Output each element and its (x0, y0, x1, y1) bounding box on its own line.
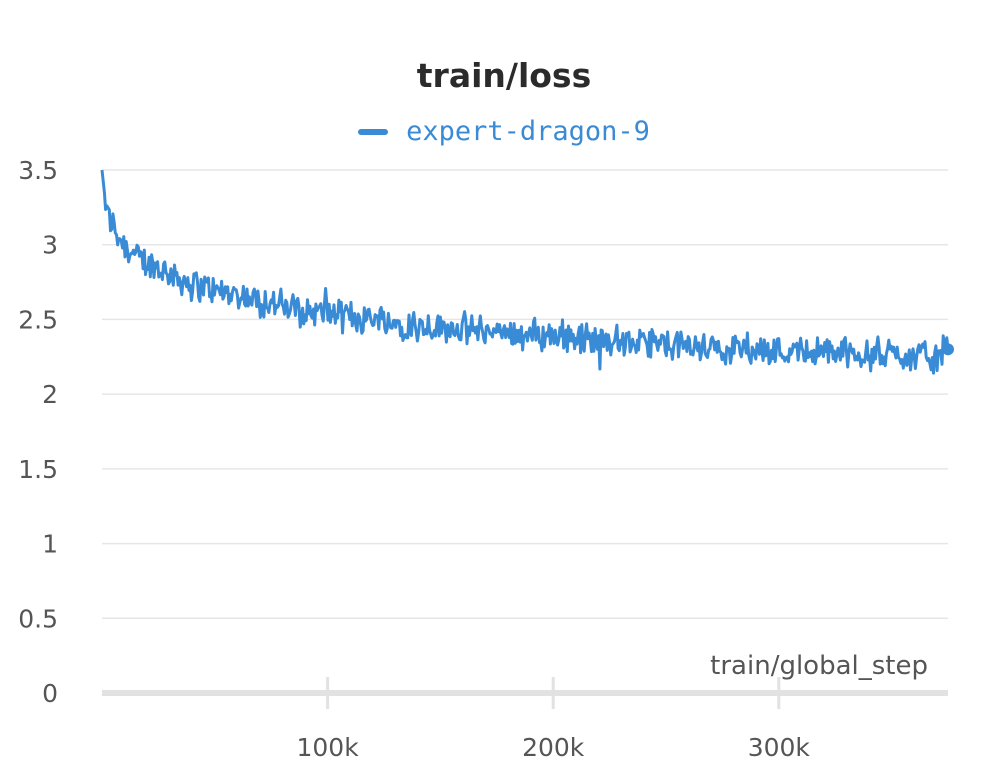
x-axis-label: train/global_step (710, 651, 928, 681)
y-tick-label: 2.5 (18, 305, 58, 334)
y-tick-label: 3 (42, 231, 58, 260)
y-tick-label: 0 (42, 679, 58, 708)
y-tick-label: 1.5 (18, 455, 58, 484)
series-line-expert-dragon-9 (100, 169, 950, 375)
y-tick-label: 1 (42, 530, 58, 559)
legend-label: expert-dragon-9 (406, 116, 650, 147)
x-tick-label: 300k (748, 733, 811, 762)
series-end-point (942, 343, 954, 356)
x-tick-label: 100k (296, 733, 359, 762)
x-axis: 100k 200k 300k (102, 677, 948, 762)
series-group (100, 169, 954, 375)
legend-swatch (358, 128, 389, 135)
chart-title: train/loss (416, 56, 592, 95)
y-tick-label: 0.5 (18, 604, 58, 633)
y-axis: 0 0.5 1 1.5 2 2.5 3 3.5 (18, 156, 58, 708)
y-tick-label: 3.5 (18, 156, 58, 185)
legend[interactable]: expert-dragon-9 (0, 116, 1008, 147)
grid-lines (102, 169, 948, 620)
y-tick-label: 2 (42, 380, 58, 409)
x-tick-label: 200k (522, 733, 585, 762)
